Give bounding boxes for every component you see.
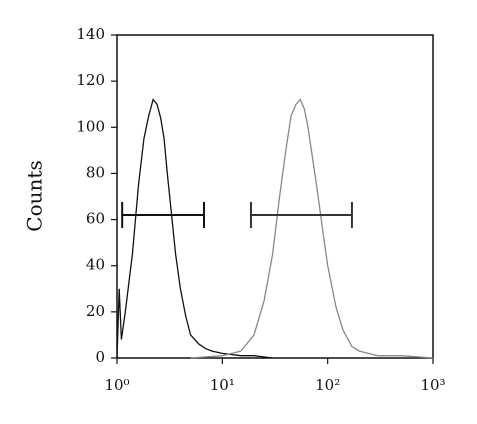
y-tick-label: 100 xyxy=(76,117,105,135)
x-tick-label: 10³ xyxy=(420,376,445,394)
y-tick-label: 0 xyxy=(95,348,105,366)
x-tick-label: 10¹ xyxy=(210,376,235,394)
histogram-line xyxy=(190,98,434,359)
x-tick-label: 10² xyxy=(315,376,340,394)
y-tick-label: 60 xyxy=(86,210,105,228)
y-tick-label: 140 xyxy=(76,25,105,43)
y-tick-label: 20 xyxy=(86,302,105,320)
plot-frame xyxy=(116,34,434,359)
histogram-line xyxy=(116,98,273,359)
y-tick-label: 40 xyxy=(86,256,105,274)
y-tick-label: 120 xyxy=(76,71,105,89)
y-axis-label: Counts xyxy=(23,160,47,231)
x-tick-label: 10⁰ xyxy=(104,376,129,394)
y-tick-label: 80 xyxy=(86,163,105,181)
